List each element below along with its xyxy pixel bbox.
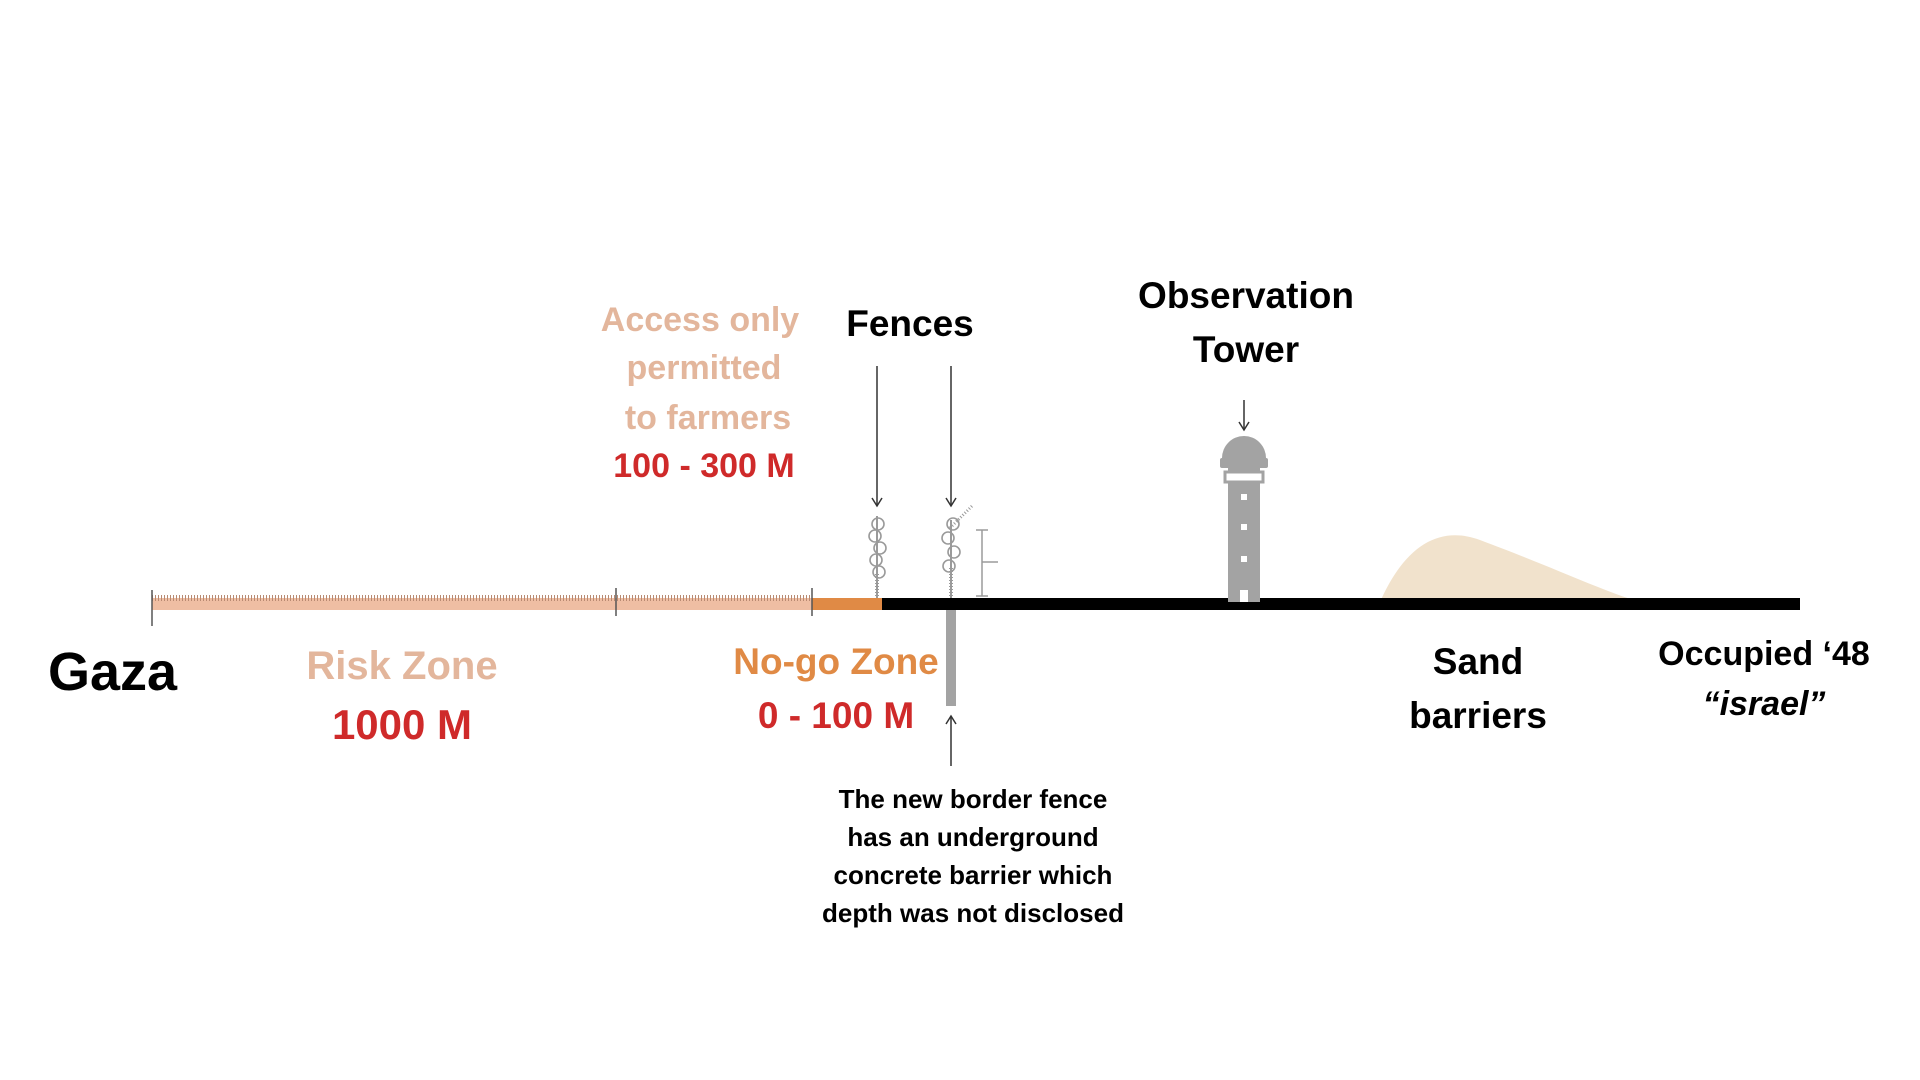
sand-barriers-label-line1: Sand bbox=[1432, 641, 1524, 682]
sand-barriers-label-line2: barriers bbox=[1409, 695, 1547, 736]
ground-line bbox=[882, 598, 1800, 610]
occupied-label-line2: “israel” bbox=[1702, 685, 1826, 723]
no-go-zone-label: No-go Zone bbox=[733, 641, 939, 682]
tower-arrow bbox=[1238, 400, 1250, 432]
fence-2 bbox=[941, 504, 974, 598]
risk-zone-label: Risk Zone bbox=[306, 644, 498, 688]
border-note-line2: has an underground bbox=[847, 822, 1099, 852]
risk-zone-distance: 1000 M bbox=[331, 701, 473, 748]
access-distance: 100 - 300 M bbox=[613, 447, 795, 485]
fence-height-bracket bbox=[976, 529, 998, 597]
observation-tower bbox=[1220, 436, 1268, 602]
fence-2-arrow bbox=[945, 366, 957, 508]
fence-1 bbox=[868, 516, 887, 598]
access-label-line1: Access only bbox=[600, 301, 800, 339]
border-note-line3: concrete barrier which bbox=[833, 860, 1113, 890]
access-label-line2: permitted bbox=[626, 349, 782, 387]
gaza-label: Gaza bbox=[48, 642, 178, 702]
occupied-label-line1: Occupied ‘48 bbox=[1658, 635, 1870, 673]
observation-tower-label-line2: Tower bbox=[1192, 329, 1300, 370]
sand-barrier-mound bbox=[1380, 535, 1640, 602]
border-note-line1: The new border fence bbox=[838, 784, 1108, 814]
no-go-zone-distance: 0 - 100 M bbox=[757, 695, 915, 736]
underground-concrete-barrier bbox=[946, 610, 956, 706]
observation-tower-label-line1: Observation bbox=[1138, 275, 1354, 316]
no-go-zone-bar bbox=[812, 598, 882, 610]
fences-label: Fences bbox=[846, 303, 974, 344]
border-note-line4: depth was not disclosed bbox=[822, 898, 1124, 928]
access-label-line3: to farmers bbox=[624, 399, 792, 437]
fence-1-arrow bbox=[871, 366, 883, 508]
barrier-note-arrow bbox=[945, 714, 957, 766]
